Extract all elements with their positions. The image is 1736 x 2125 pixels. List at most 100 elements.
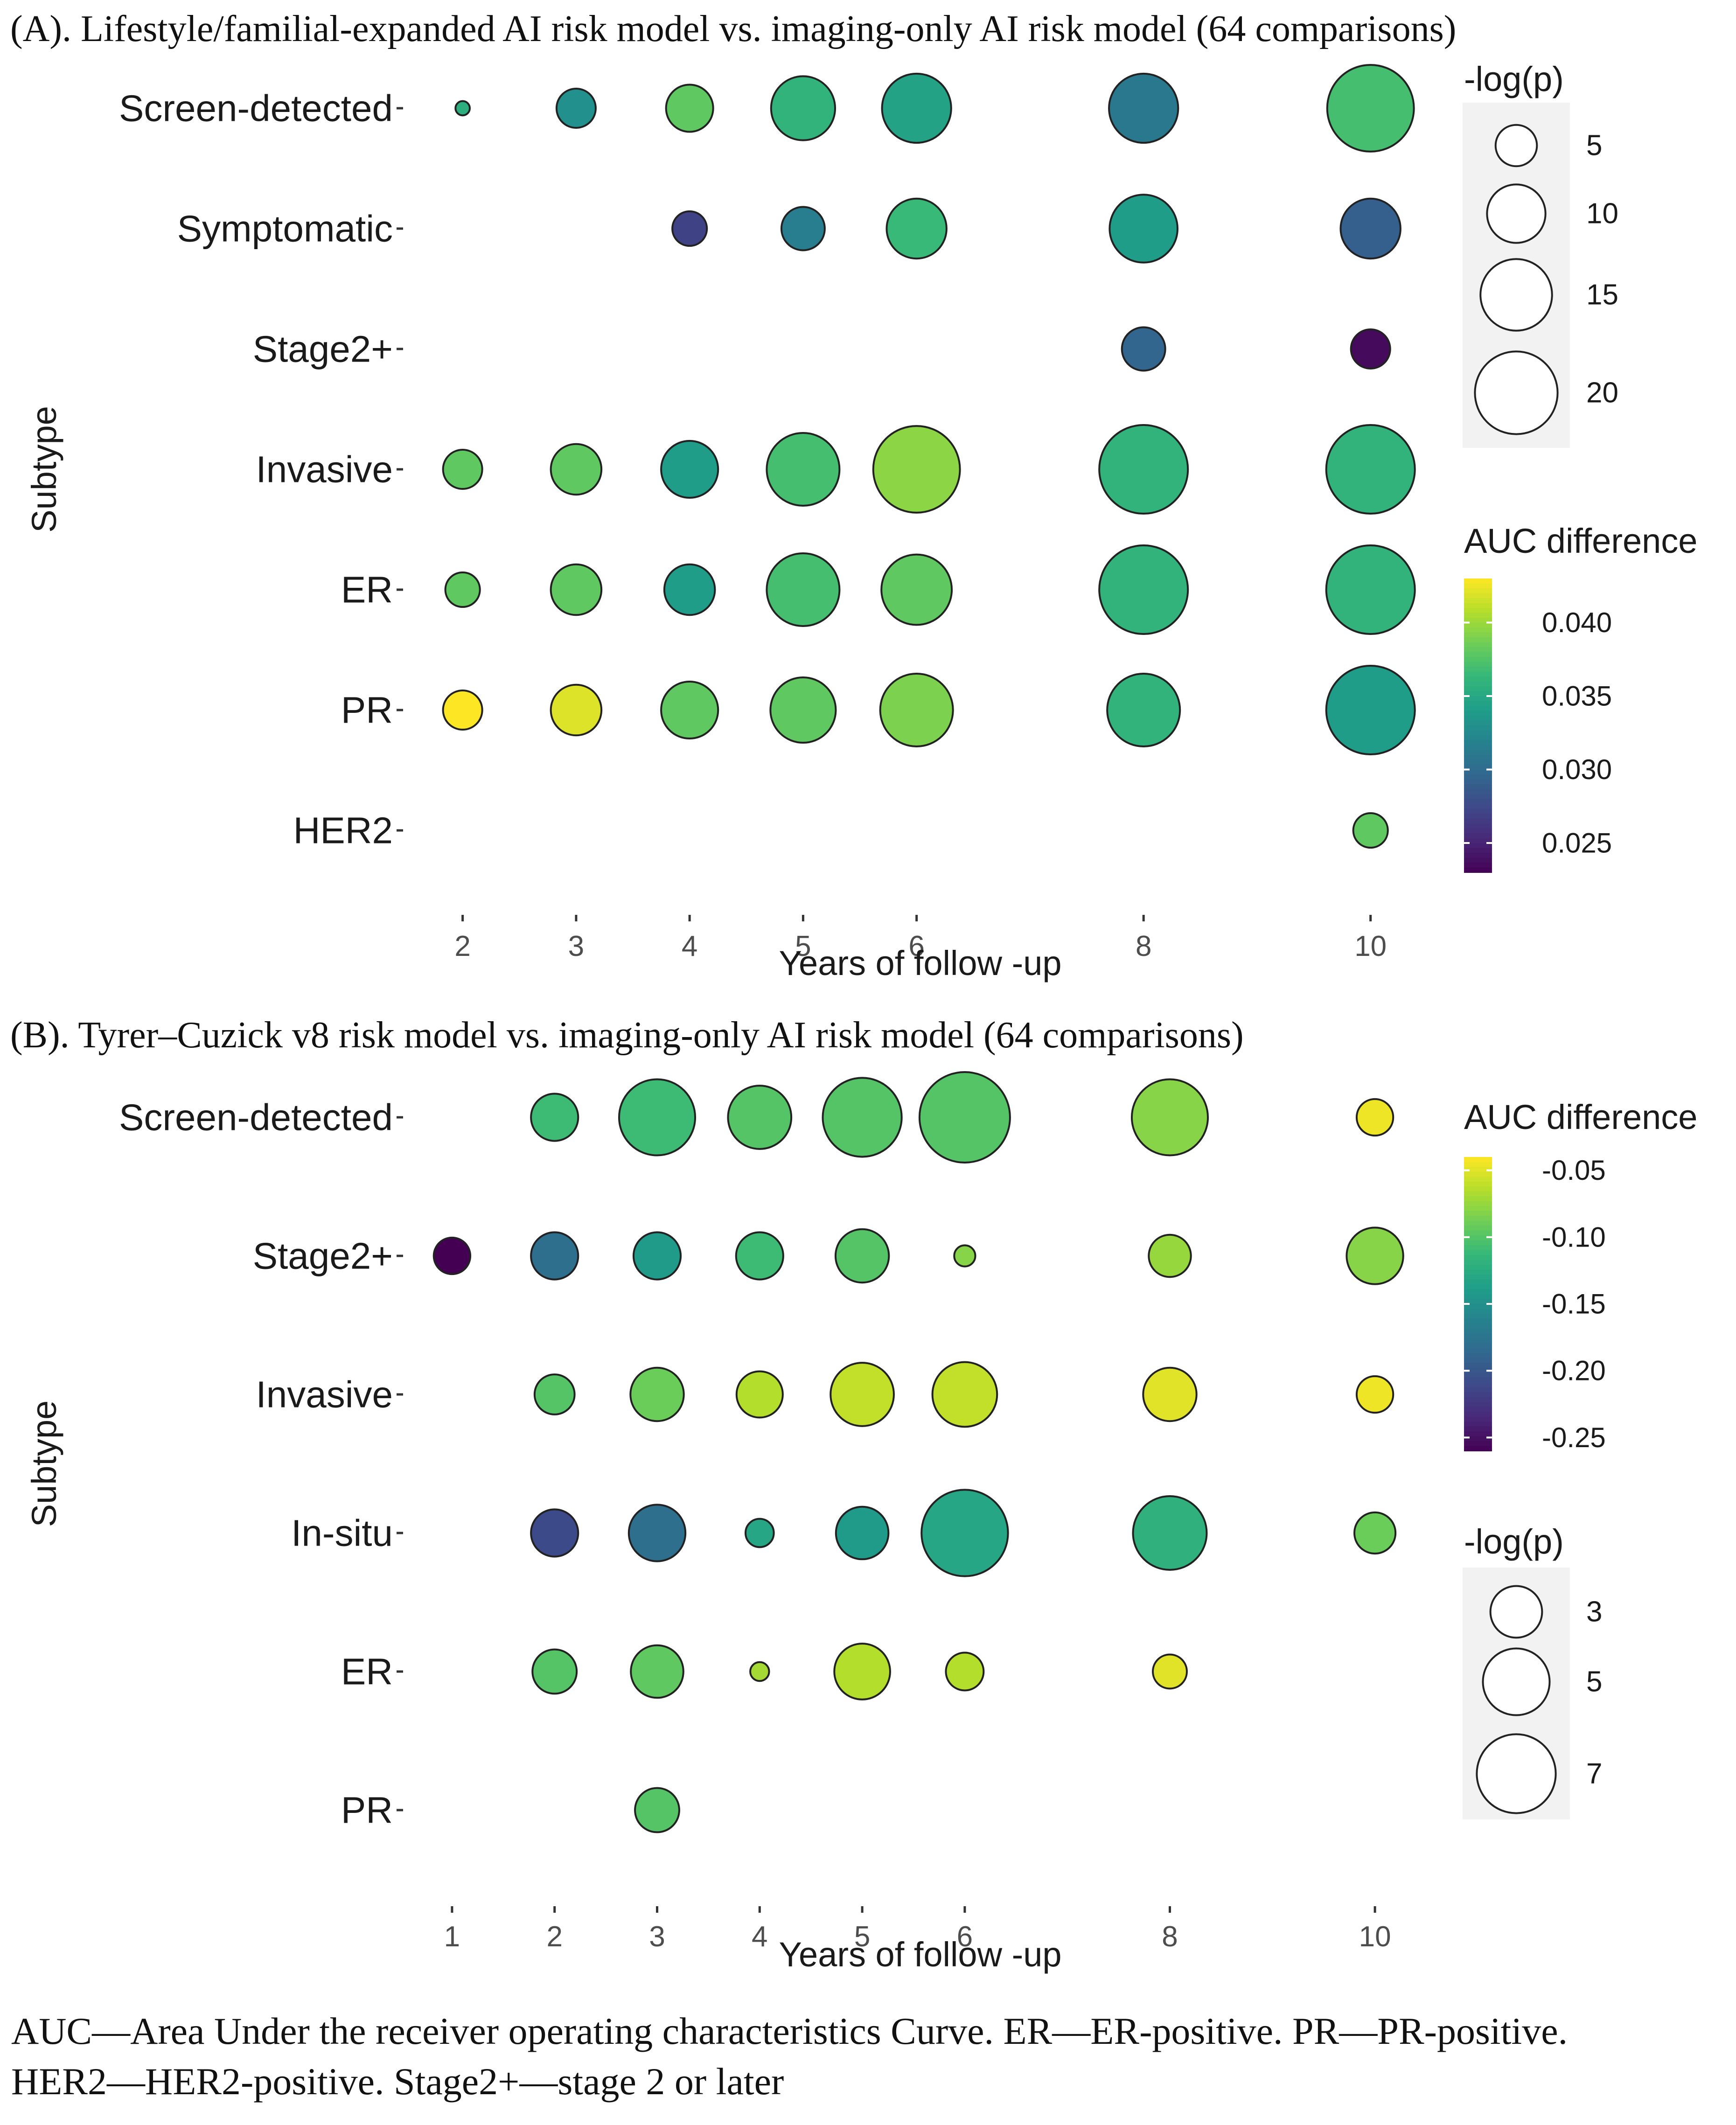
colorbar-band <box>1464 1206 1492 1212</box>
x-tick-label: 10 <box>1359 1921 1391 1953</box>
point-pr-3 <box>634 1787 680 1833</box>
size-legend: -log(p) 5 10 15 20 <box>1463 60 1618 448</box>
point-symptomatic-8 <box>1109 194 1178 264</box>
colorbar-band <box>1464 759 1492 765</box>
colorbar-band <box>1464 725 1492 731</box>
colorbar-band <box>1464 755 1492 760</box>
point-in-situ-6 <box>920 1489 1009 1577</box>
size-legend-label: 7 <box>1586 1758 1602 1790</box>
colorbar-band <box>1464 706 1492 711</box>
colorbar-band <box>1464 1324 1492 1329</box>
colorbar-band <box>1464 833 1492 839</box>
colorbar-band <box>1464 1167 1492 1172</box>
point-invasive-6 <box>872 425 961 514</box>
point-er-2 <box>444 571 481 608</box>
size-legend-key <box>1479 258 1553 332</box>
colorbar-band <box>1464 1416 1492 1422</box>
color-legend: AUC difference 0.025 0.030 0.035 0.040 <box>1464 522 1697 873</box>
size-legend-key <box>1486 183 1547 244</box>
point-invasive-10 <box>1355 1375 1394 1414</box>
point-pr-3 <box>550 683 603 737</box>
colorbar-band <box>1464 867 1492 873</box>
colorbar-band <box>1464 1338 1492 1344</box>
colorbar-band <box>1464 1289 1492 1295</box>
point-her2-10 <box>1352 812 1389 849</box>
point-invasive-8 <box>1098 424 1189 515</box>
point-invasive-3 <box>550 443 603 496</box>
colorbar-band <box>1464 1431 1492 1437</box>
x-tick-label: 4 <box>682 930 697 962</box>
colorbar-band <box>1464 1446 1492 1451</box>
colorbar-band <box>1464 1177 1492 1182</box>
y-tick-label-er: ER <box>341 569 393 611</box>
point-screen-detected-8 <box>1130 1078 1209 1157</box>
point-invasive-4 <box>735 1370 784 1419</box>
y-tick-label-in-situ: In-situ <box>291 1512 393 1554</box>
colorbar-label: -0.15 <box>1542 1289 1606 1320</box>
point-symptomatic-5 <box>780 206 826 251</box>
colorbar-label: 0.030 <box>1542 754 1612 785</box>
colorbar-band <box>1464 1162 1492 1167</box>
colorbar-band <box>1464 828 1492 834</box>
colorbar-band <box>1464 608 1492 613</box>
size-legend-label: 5 <box>1586 130 1602 162</box>
colorbar-band <box>1464 1387 1492 1393</box>
point-screen-detected-6 <box>881 72 952 144</box>
point-invasive-5 <box>766 432 841 507</box>
colorbar-band <box>1464 1309 1492 1314</box>
colorbar-band <box>1464 657 1492 662</box>
point-stage2-4 <box>735 1231 784 1281</box>
point-stage2-8 <box>1121 326 1166 372</box>
point-stage2-1 <box>432 1236 472 1275</box>
colorbar-band <box>1464 1333 1492 1339</box>
colorbar-band <box>1464 618 1492 623</box>
colorbar-label: -0.25 <box>1542 1422 1606 1453</box>
colorbar-band <box>1464 784 1492 790</box>
colorbar-label: -0.20 <box>1542 1355 1606 1386</box>
colorbar-label: -0.05 <box>1542 1155 1606 1186</box>
colorbar-band <box>1464 598 1492 604</box>
colorbar-band <box>1464 1191 1492 1197</box>
point-screen-detected-4 <box>727 1085 793 1150</box>
y-tick-label-screen-detected: Screen-detected <box>119 1097 393 1138</box>
y-tick-label-er: ER <box>341 1651 393 1693</box>
colorbar-band <box>1464 1196 1492 1202</box>
point-symptomatic-10 <box>1339 197 1401 260</box>
colorbar-band <box>1464 1171 1492 1177</box>
caption-line-2: HER2—HER2-positive. Stage2+—stage 2 or l… <box>11 2060 784 2103</box>
point-er-4 <box>749 1661 770 1682</box>
size-legend: -log(p) 3 5 7 <box>1463 1522 1602 1819</box>
point-stage2-10 <box>1350 328 1391 370</box>
point-er-5 <box>833 1643 891 1700</box>
y-tick-label-stage2: Stage2+ <box>253 1235 393 1277</box>
colorbar-band <box>1464 808 1492 814</box>
colorbar-band <box>1464 1407 1492 1412</box>
y-axis-label: Subtype <box>25 406 63 533</box>
colorbar-band <box>1464 642 1492 648</box>
colorbar-band <box>1464 711 1492 716</box>
point-invasive-3 <box>629 1366 685 1422</box>
colorbar-band <box>1464 720 1492 726</box>
colorbar-band <box>1464 671 1492 677</box>
x-tick-label: 10 <box>1354 930 1387 962</box>
point-screen-detected-10 <box>1355 1098 1394 1137</box>
colorbar-band <box>1464 647 1492 653</box>
point-screen-detected-10 <box>1326 64 1415 153</box>
point-pr-4 <box>660 680 719 740</box>
point-invasive-2 <box>533 1373 576 1415</box>
colorbar-band <box>1464 1353 1492 1359</box>
size-legend-title: -log(p) <box>1464 60 1564 98</box>
size-legend-label: 3 <box>1586 1596 1602 1628</box>
point-pr-6 <box>879 673 954 747</box>
colorbar-band <box>1464 1373 1492 1378</box>
colorbar-band <box>1464 716 1492 721</box>
size-legend-key <box>1476 1733 1557 1814</box>
colorbar-band <box>1464 750 1492 755</box>
panel-title: (B). Tyrer–Cuzick v8 risk model vs. imag… <box>10 1015 1244 1056</box>
colorbar-band <box>1464 794 1492 800</box>
colorbar-band <box>1464 799 1492 804</box>
colorbar-band <box>1464 1377 1492 1383</box>
colorbar-band <box>1464 740 1492 745</box>
size-legend-key <box>1474 350 1559 435</box>
colorbar-band <box>1464 1235 1492 1241</box>
